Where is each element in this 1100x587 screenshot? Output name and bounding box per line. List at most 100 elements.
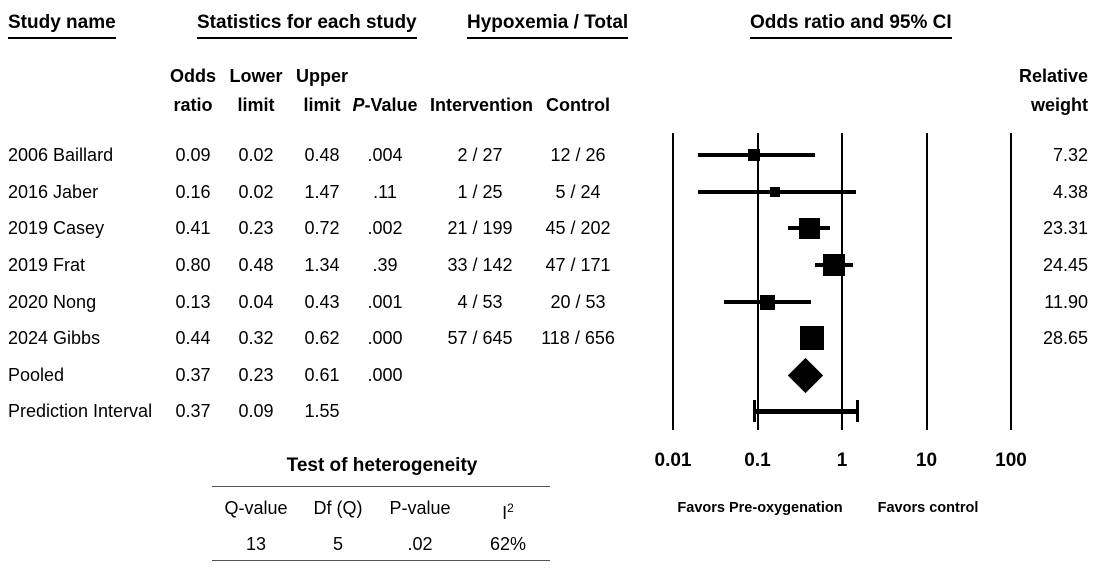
odds-ratio-ci-header: Odds ratio and 95% CI — [750, 12, 952, 39]
study-upper-cell: 0.72 — [304, 218, 340, 238]
study-upper-cell: 1.55 — [304, 401, 340, 421]
lower-limit-column-header-line2: limit — [237, 95, 275, 115]
p-value-column-header: P-Value — [345, 91, 425, 120]
study-control-cell: 47 / 171 — [545, 255, 611, 275]
gridline-0.1 — [756, 133, 759, 430]
heterogeneity-top-rule — [212, 486, 550, 487]
study-name-cell: 2019 Casey — [8, 218, 105, 238]
study-odds-cell: 0.80 — [175, 255, 211, 275]
study-intervention-cell: 57 / 645 — [447, 328, 513, 348]
study-lower-cell: 0.02 — [238, 182, 274, 202]
study-intervention-cell: 33 / 142 — [447, 255, 513, 275]
gridline-0.01 — [672, 133, 674, 430]
or-square-2 — [769, 187, 780, 197]
study-name-cell: Pooled — [8, 365, 65, 385]
study-p-cell: .004 — [367, 145, 403, 165]
study-name-cell: 2006 Baillard — [8, 145, 114, 165]
study-odds-cell: 0.44 — [175, 328, 211, 348]
axis-tick-label: 100 — [995, 450, 1027, 471]
relative-weight-header-line2: weight — [1031, 95, 1088, 115]
study-weight-cell: 7.32 — [1052, 145, 1088, 165]
study-intervention-cell: 21 / 199 — [447, 218, 513, 238]
study-lower-cell: 0.09 — [238, 401, 274, 421]
upper-limit-column-header: Upper limit — [292, 62, 352, 120]
axis-tick-label: 0.01 — [654, 450, 692, 471]
odds-ratio-column-header: Odds ratio — [163, 62, 223, 120]
study-upper-cell: 0.48 — [304, 145, 340, 165]
study-intervention-cell: 4 / 53 — [457, 292, 503, 312]
hypoxemia-total-header: Hypoxemia / Total — [467, 12, 629, 39]
favors-right-label: Favors control — [877, 500, 979, 516]
study-upper-cell: 1.34 — [304, 255, 340, 275]
study-lower-cell: 0.02 — [238, 145, 274, 165]
p-value-italic-p: P — [352, 95, 365, 115]
het-header-3: P-value — [389, 498, 451, 518]
study-name-cell: Prediction Interval — [8, 401, 153, 421]
study-lower-cell: 0.32 — [238, 328, 274, 348]
prediction-interval-left-cap — [752, 400, 756, 422]
study-weight-cell: 24.45 — [1042, 255, 1088, 275]
study-weight-cell: 28.65 — [1042, 328, 1088, 348]
axis-tick-label: 0.1 — [744, 450, 771, 471]
or-square-1 — [747, 149, 760, 161]
study-lower-cell: 0.04 — [238, 292, 274, 312]
study-p-cell: .000 — [367, 328, 403, 348]
heterogeneity-bottom-rule — [212, 560, 550, 561]
relative-weight-header-line1: Relative — [1018, 66, 1088, 86]
study-control-cell: 5 / 24 — [555, 182, 601, 202]
study-weight-cell: 4.38 — [1052, 182, 1088, 202]
study-control-cell: 45 / 202 — [545, 218, 611, 238]
study-upper-cell: 1.47 — [304, 182, 340, 202]
study-name-cell: 2016 Jaber — [8, 182, 99, 202]
odds-ratio-column-header-line1: Odds — [169, 66, 216, 86]
study-p-cell: .11 — [373, 182, 397, 202]
or-square-4 — [822, 254, 845, 276]
study-p-cell: .000 — [367, 365, 403, 385]
study-odds-cell: 0.37 — [175, 401, 211, 421]
or-square-3 — [798, 217, 820, 239]
study-p-cell: .002 — [367, 218, 403, 238]
study-control-cell: 12 / 26 — [550, 145, 606, 165]
het-value-2: 5 — [332, 534, 343, 554]
gridline-100 — [1010, 133, 1012, 430]
study-name-cell: 2020 Nong — [8, 292, 97, 312]
study-weight-cell: 11.90 — [1044, 292, 1088, 312]
prediction-interval-line — [753, 409, 859, 414]
axis-tick-label: 10 — [915, 450, 938, 471]
study-upper-cell: 0.43 — [304, 292, 340, 312]
study-control-cell: 118 / 656 — [541, 328, 615, 348]
study-upper-cell: 0.62 — [304, 328, 340, 348]
study-name-header: Study name — [8, 12, 116, 39]
study-intervention-cell: 1 / 25 — [457, 182, 503, 202]
gridline-10 — [925, 133, 928, 430]
favors-left-label: Favors Pre-oxygenation — [677, 500, 843, 516]
lower-limit-column-header: Lower limit — [226, 62, 286, 120]
het-value-3: .02 — [407, 534, 433, 554]
p-value-rest: -Value — [364, 95, 418, 115]
study-intervention-cell: 2 / 27 — [457, 145, 503, 165]
upper-limit-column-header-line1: Upper — [295, 66, 348, 86]
het-header-4: I2 — [502, 501, 514, 523]
axis-tick-label: 1 — [836, 450, 848, 471]
study-name-cell: 2024 Gibbs — [8, 328, 101, 348]
study-odds-cell: 0.09 — [175, 145, 211, 165]
study-p-cell: .001 — [367, 292, 403, 312]
study-odds-cell: 0.16 — [175, 182, 211, 202]
heterogeneity-title: Test of heterogeneity — [286, 455, 478, 476]
control-column-header: Control — [546, 95, 610, 115]
het-value-4: 62% — [489, 534, 527, 554]
study-upper-cell: 0.61 — [304, 365, 340, 385]
lower-limit-column-header-line1: Lower — [229, 66, 283, 86]
het-header-1: Q-value — [224, 498, 288, 518]
het-header-2: Df (Q) — [313, 498, 363, 518]
het-value-1: 13 — [245, 534, 267, 554]
study-lower-cell: 0.23 — [238, 218, 274, 238]
or-square-5 — [759, 294, 775, 310]
study-odds-cell: 0.13 — [175, 292, 211, 312]
upper-limit-column-header-line2: limit — [303, 95, 341, 115]
pooled-diamond — [787, 357, 824, 393]
study-weight-cell: 23.31 — [1042, 218, 1088, 238]
study-odds-cell: 0.41 — [175, 218, 211, 238]
study-lower-cell: 0.23 — [238, 365, 274, 385]
